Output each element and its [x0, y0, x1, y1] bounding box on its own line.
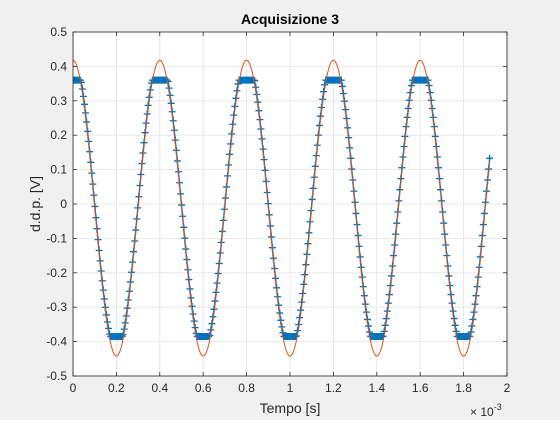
y-tick-label: 0.4: [50, 59, 67, 73]
x-tick-label: 1.2: [325, 381, 342, 395]
data-point-marker: [205, 332, 213, 340]
measured-series-markers: [73, 76, 494, 340]
y-tick-label: -0.3: [46, 300, 67, 314]
x-tick-label: 1.8: [455, 381, 472, 395]
ticks: 0 0.2 0.4 0.6 0.8 1 1.2 1.4 1.6 1.8 2 -0.5 -0.4 -0.3 -…: [46, 25, 510, 395]
y-tick-label: -0.4: [46, 335, 67, 349]
x-exponent-label: × 10-3: [470, 402, 502, 419]
y-tick-label: 0.5: [50, 25, 67, 39]
x-exponent-power: -3: [494, 402, 502, 412]
y-tick-label: -0.5: [46, 369, 67, 383]
data-point-marker: [466, 332, 474, 340]
x-tick-label: 0.6: [195, 381, 212, 395]
x-tick-label: 1: [287, 381, 294, 395]
x-exponent-base: × 10: [470, 405, 494, 419]
fit-series-line: [73, 59, 491, 357]
data-point-marker: [486, 154, 494, 162]
chart-title: Acquisizione 3: [241, 11, 339, 27]
x-tick-label: 1.6: [412, 381, 429, 395]
x-tick-label: 2: [504, 381, 511, 395]
y-tick-label: 0.2: [50, 128, 67, 142]
x-tick-label: 0.8: [238, 381, 255, 395]
series-layer: [73, 59, 494, 357]
x-tick-label: 0: [70, 381, 77, 395]
y-tick-label: 0.3: [50, 94, 67, 108]
x-tick-label: 0.2: [108, 381, 125, 395]
y-tick-label: -0.2: [46, 266, 67, 280]
y-tick-label: 0: [60, 197, 67, 211]
y-tick-label: -0.1: [46, 231, 67, 245]
x-axis-label: Tempo [s]: [260, 400, 321, 416]
y-axis-label: d.d.p. [V]: [27, 176, 43, 232]
x-tick-label: 1.4: [368, 381, 385, 395]
y-tick-label: 0.1: [50, 163, 67, 177]
series-group: [73, 59, 494, 357]
x-tick-label: 0.4: [151, 381, 168, 395]
